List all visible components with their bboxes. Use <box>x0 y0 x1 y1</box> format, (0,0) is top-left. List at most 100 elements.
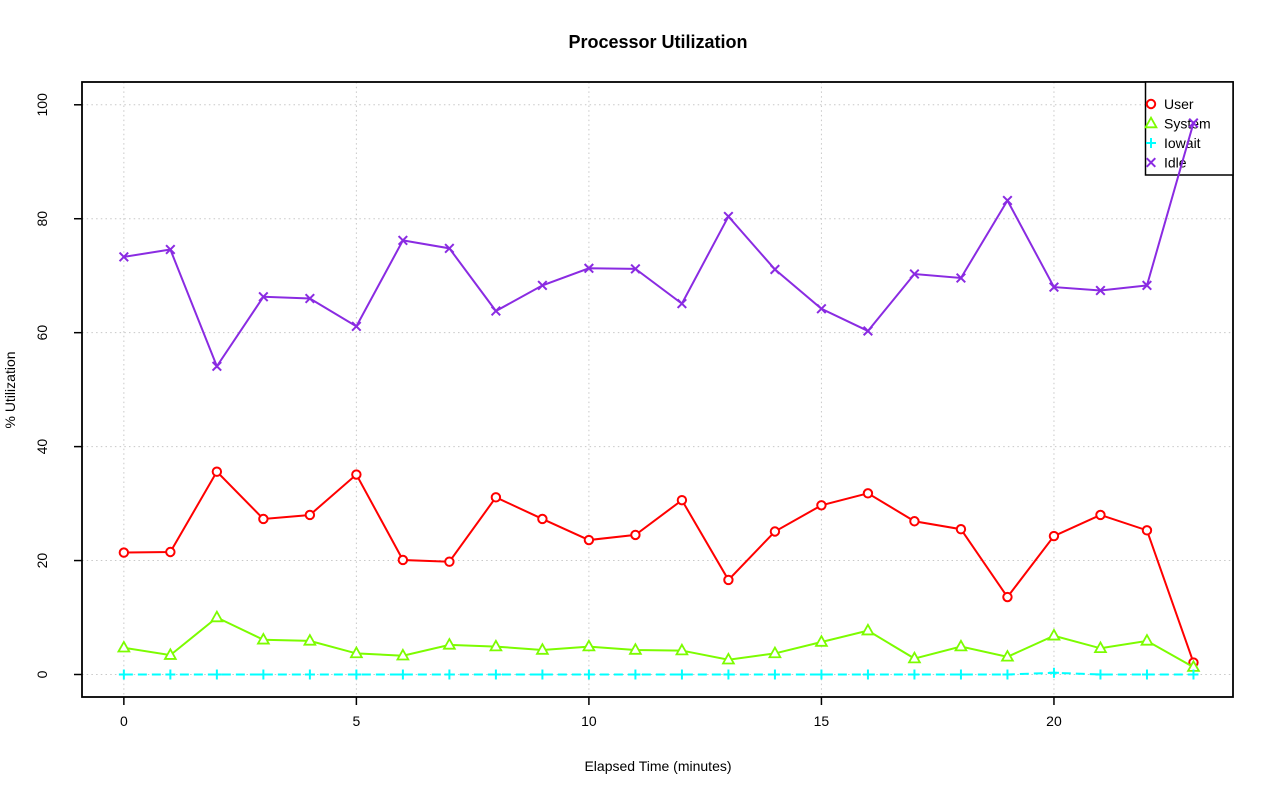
data-point-iowait <box>676 669 687 680</box>
data-point-iowait <box>537 669 548 680</box>
data-point-system <box>1000 649 1015 662</box>
y-tick-label: 0 <box>34 670 50 678</box>
y-tick-label: 80 <box>34 211 50 227</box>
data-point-idle <box>583 263 594 274</box>
data-point-system <box>860 622 875 636</box>
data-point-idle <box>1002 195 1013 206</box>
data-point-idle <box>211 361 222 372</box>
data-point-iowait <box>490 669 501 680</box>
gridlines <box>82 82 1233 697</box>
data-point-system <box>1093 640 1108 653</box>
data-point-user <box>723 574 734 586</box>
data-point-iowait <box>862 669 873 680</box>
data-point-iowait <box>1002 669 1013 680</box>
data-point-user <box>444 556 455 567</box>
data-point-iowait <box>165 669 176 680</box>
data-point-user <box>955 524 967 535</box>
data-point-iowait <box>1141 669 1152 680</box>
data-point-iowait <box>1095 669 1106 680</box>
data-point-iowait <box>211 669 222 680</box>
data-point-system <box>302 633 317 646</box>
legend-marker-user-icon <box>1145 98 1157 110</box>
legend-marker-iowait-icon <box>1146 138 1156 148</box>
x-tick-label: 20 <box>1046 713 1062 729</box>
data-point-idle <box>909 268 920 279</box>
data-point-system <box>395 648 410 661</box>
data-point-iowait <box>955 669 966 680</box>
data-point-user <box>909 516 920 527</box>
data-point-idle <box>351 321 362 332</box>
series-system <box>116 609 1201 672</box>
data-point-idle <box>1141 280 1152 291</box>
data-point-idle <box>304 293 315 304</box>
data-point-system <box>721 652 736 665</box>
y-tick-label: 20 <box>34 553 50 569</box>
data-point-user <box>583 534 595 546</box>
data-point-iowait <box>304 669 315 680</box>
data-point-system <box>628 642 643 655</box>
data-point-system <box>907 650 922 664</box>
x-tick-label: 0 <box>120 713 128 729</box>
data-point-idle <box>444 243 455 254</box>
data-point-iowait <box>816 669 827 680</box>
data-point-user <box>258 513 269 525</box>
data-point-idle <box>1048 282 1059 293</box>
series-user <box>118 466 1199 668</box>
data-point-idle <box>723 211 734 222</box>
data-point-user <box>165 546 176 558</box>
y-axis-label: % Utilization <box>2 351 18 429</box>
data-point-idle <box>490 306 501 317</box>
data-point-user <box>816 500 827 511</box>
plot-frame <box>81 81 1234 698</box>
axes: 0 5 10 15 20 0 20 40 60 80 100 <box>34 93 1062 729</box>
data-point-user <box>1048 530 1060 542</box>
data-point-system <box>256 632 271 645</box>
legend-marker-system-icon <box>1144 115 1158 129</box>
data-point-idle <box>165 244 176 255</box>
data-point-idle <box>1095 285 1106 296</box>
y-tick-label: 60 <box>34 325 50 341</box>
data-point-iowait <box>1188 669 1199 680</box>
data-point-iowait <box>444 669 455 680</box>
data-point-idle <box>258 291 269 302</box>
data-point-idle <box>397 235 408 246</box>
data-point-iowait <box>630 669 641 680</box>
data-point-system <box>116 640 131 653</box>
data-point-system <box>767 645 782 659</box>
x-tick-label: 15 <box>814 713 830 729</box>
data-point-iowait <box>118 669 129 680</box>
legend-label-user: User <box>1164 96 1194 112</box>
series-idle <box>118 118 1199 372</box>
data-point-user <box>676 494 688 506</box>
data-point-user <box>211 466 223 477</box>
data-point-user <box>397 554 409 566</box>
x-axis-label: Elapsed Time (minutes) <box>584 758 732 774</box>
data-point-user <box>862 488 874 499</box>
data-point-idle <box>769 264 780 275</box>
data-point-idle <box>955 272 966 283</box>
data-point-system <box>488 638 503 652</box>
data-point-system <box>674 642 689 656</box>
legend-marker-idle-icon <box>1145 157 1157 168</box>
series-line-user <box>123 470 1195 663</box>
data-point-system <box>535 642 550 655</box>
plot-border <box>81 81 1234 698</box>
data-point-idle <box>1188 118 1199 129</box>
data-point-user <box>1141 525 1153 536</box>
data-point-system <box>1047 628 1061 641</box>
data-point-idle <box>862 325 873 336</box>
data-point-idle <box>816 303 827 314</box>
data-point-user <box>1002 591 1013 603</box>
y-tick-label: 40 <box>34 439 50 455</box>
data-point-user <box>630 529 641 541</box>
legend-label-system: System <box>1164 116 1211 132</box>
data-point-iowait <box>397 669 408 680</box>
data-point-system <box>442 637 457 650</box>
data-point-system <box>814 634 829 647</box>
series-line-iowait <box>123 671 1194 676</box>
series-line-idle <box>123 122 1195 369</box>
legend-label-iowait: Iowait <box>1164 135 1201 151</box>
chart-title: Processor Utilization <box>568 32 748 52</box>
